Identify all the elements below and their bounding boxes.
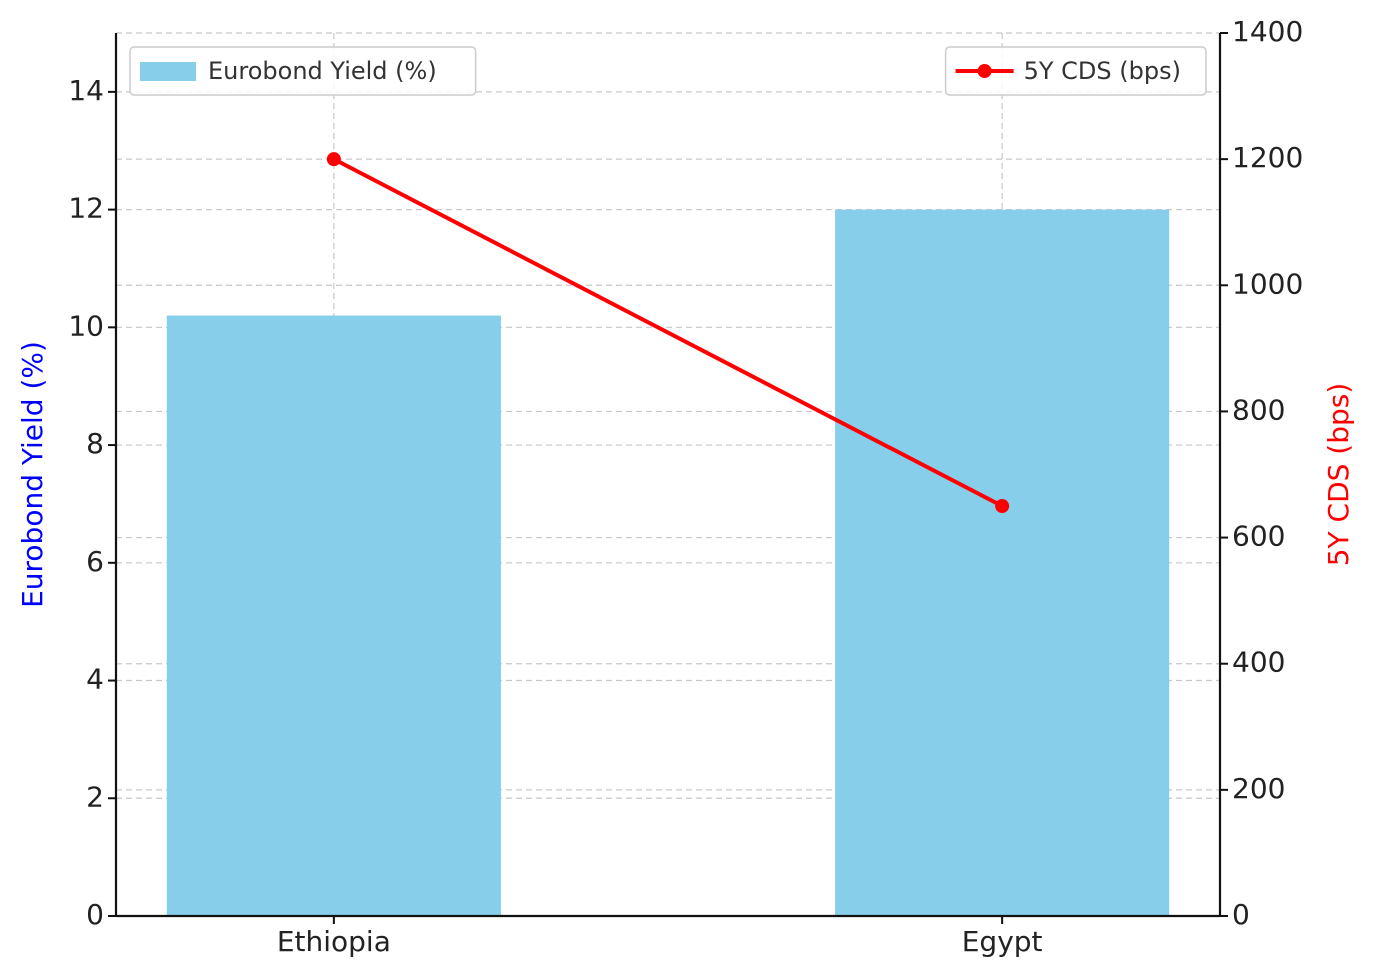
marker — [326, 152, 341, 167]
y-tick-label: 12 — [68, 192, 104, 225]
legend-marker — [977, 64, 992, 78]
line — [332, 157, 1004, 508]
legend-label: 5Y CDS (bps) — [1024, 57, 1181, 85]
x-tick-label: Egypt — [962, 925, 1043, 958]
y-tick-label: 2 — [86, 780, 104, 813]
legend-swatch — [140, 62, 196, 81]
y-tick-label: 6 — [86, 545, 104, 578]
y2-tick-label: 1200 — [1232, 141, 1303, 174]
y-tick-label: 0 — [86, 898, 104, 931]
y-tick-label: 14 — [68, 74, 104, 107]
y2-tick-label: 1000 — [1232, 267, 1303, 300]
x-tick-label: Ethiopia — [277, 925, 391, 958]
y2-tick-label: 600 — [1232, 520, 1285, 553]
legend-box — [944, 46, 1207, 96]
y2-tick-label: 0 — [1232, 898, 1250, 931]
legend-box — [129, 46, 477, 96]
y2-tick-label: 200 — [1232, 772, 1285, 805]
marker — [995, 499, 1010, 514]
y-axis-label: Eurobond Yield (%) — [16, 341, 49, 608]
y2-axis-label: 5Y CDS (bps) — [1322, 383, 1355, 567]
y2-tick-label: 1400 — [1232, 15, 1303, 48]
y2-tick-label: 800 — [1232, 393, 1285, 426]
y2-tick-label: 400 — [1232, 646, 1285, 679]
y-tick-label: 10 — [68, 309, 104, 342]
bar — [835, 209, 1170, 917]
legend-label: Eurobond Yield (%) — [208, 57, 437, 85]
bar — [166, 315, 501, 916]
y-tick-label: 8 — [86, 427, 104, 460]
y-tick-label: 4 — [86, 663, 104, 696]
